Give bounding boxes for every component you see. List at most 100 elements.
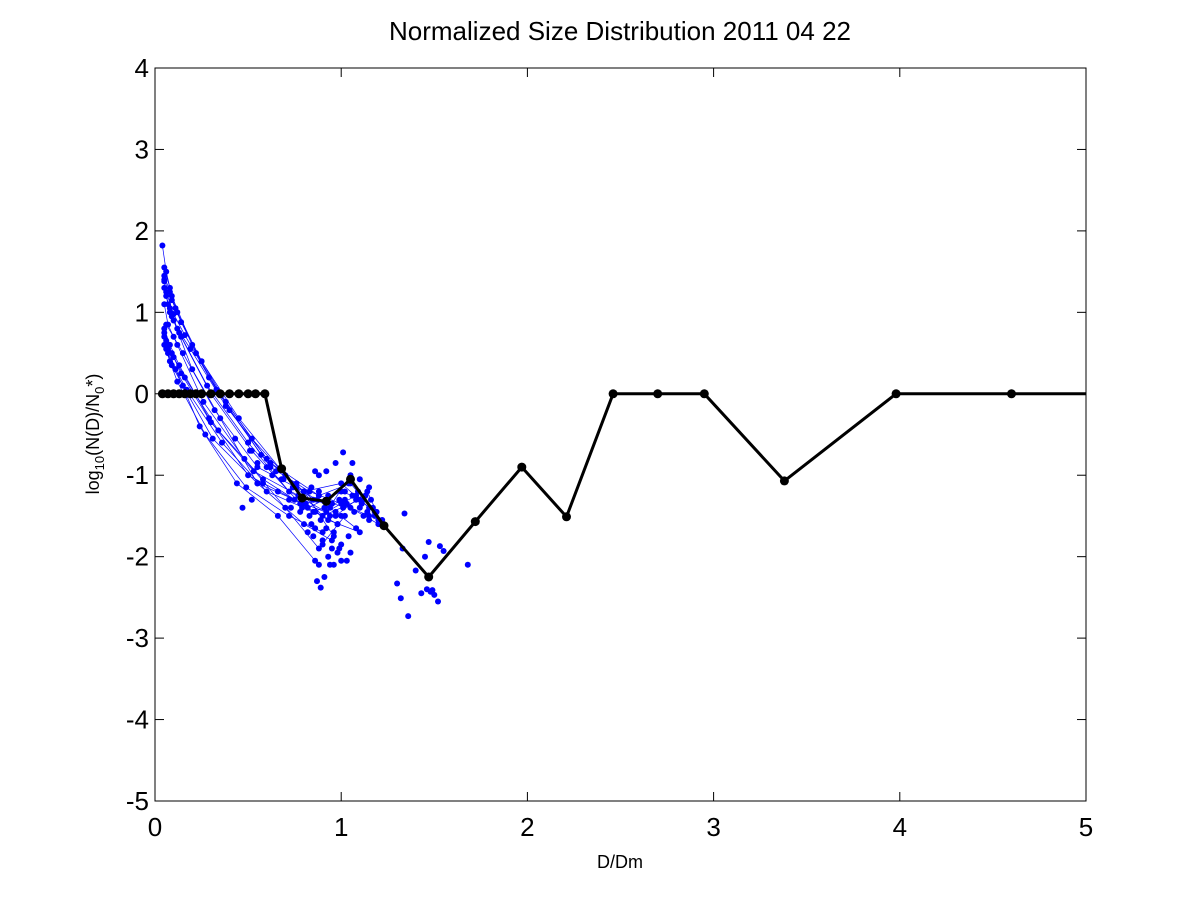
individual-series-point-11-3 bbox=[215, 427, 222, 434]
mean-series-point-24 bbox=[608, 389, 618, 399]
scatter-point-27 bbox=[340, 504, 347, 511]
mean-series-line bbox=[162, 392, 1086, 579]
individual-series-point-8-7 bbox=[356, 529, 363, 536]
individual-series-line-6 bbox=[163, 304, 346, 550]
scatter-point-71 bbox=[293, 480, 300, 487]
individual-series-point-12-6 bbox=[319, 529, 326, 536]
individual-series-point-1-0 bbox=[161, 264, 168, 271]
individual-series-point-7-3 bbox=[211, 407, 218, 414]
scatter-point-6 bbox=[286, 496, 293, 503]
y-tick-label-8: 3 bbox=[135, 134, 149, 164]
scatter-point-17 bbox=[321, 504, 328, 511]
mean-series-point-9 bbox=[215, 389, 225, 399]
scatter-point-87 bbox=[401, 510, 408, 517]
individual-series-point-0-0 bbox=[159, 242, 166, 249]
scatter-point-68 bbox=[232, 435, 239, 442]
scatter-point-86 bbox=[397, 595, 404, 602]
plot-area-frame bbox=[154, 67, 1087, 802]
plot-layer bbox=[157, 242, 1086, 620]
mean-series-point-8 bbox=[206, 389, 216, 399]
mean-series-point-10 bbox=[225, 389, 234, 399]
individual-series-point-13-4 bbox=[254, 480, 261, 487]
mean-series-point-22 bbox=[517, 462, 527, 472]
individual-series-point-13-2 bbox=[179, 382, 186, 389]
scatter-point-75 bbox=[340, 449, 347, 456]
scatter-point-28 bbox=[341, 488, 348, 495]
x-axis-label: D/Dm bbox=[597, 852, 643, 872]
scatter-point-67 bbox=[245, 439, 252, 446]
individual-series-point-13-3 bbox=[209, 435, 216, 442]
individual-series-point-7-1 bbox=[170, 333, 177, 340]
individual-series-point-2-0 bbox=[161, 272, 168, 279]
scatter-point-74 bbox=[332, 460, 339, 466]
y-tick-label-7: 2 bbox=[135, 216, 149, 246]
scatter-point-49 bbox=[328, 545, 335, 552]
individual-series-point-9-4 bbox=[233, 480, 240, 487]
scatter-point-56 bbox=[312, 525, 319, 532]
individual-series-point-9-5 bbox=[274, 512, 281, 519]
individual-series-point-6-0 bbox=[161, 301, 168, 308]
scatter-point-11 bbox=[306, 512, 313, 519]
chart-title: Normalized Size Distribution 2011 04 22 bbox=[389, 16, 851, 46]
y-axis-label-tail: *) bbox=[83, 374, 103, 387]
y-tick-label-0: -5 bbox=[126, 786, 149, 816]
individual-series-point-10-4 bbox=[250, 468, 257, 475]
individual-series-point-12-3 bbox=[202, 431, 209, 438]
individual-series-point-11-4 bbox=[260, 476, 266, 483]
mean-series-point-27 bbox=[779, 476, 789, 486]
scatter-point-47 bbox=[310, 533, 317, 540]
individual-series-point-9-6 bbox=[312, 557, 319, 564]
x-tick-label-4: 4 bbox=[893, 812, 907, 842]
scatter-point-80 bbox=[327, 561, 333, 568]
mean-series-point-17 bbox=[321, 496, 331, 506]
scatter-point-26 bbox=[338, 512, 345, 519]
individual-series-point-14-3 bbox=[219, 439, 225, 446]
scatter-point-64 bbox=[263, 464, 270, 471]
mean-series-point-7 bbox=[197, 389, 207, 399]
scatter-point-31 bbox=[349, 492, 356, 499]
scatter-point-94 bbox=[435, 598, 441, 605]
individual-series-point-17-0 bbox=[161, 276, 168, 283]
scatter-point-40 bbox=[366, 517, 373, 523]
scatter-point-96 bbox=[422, 553, 428, 560]
scatter-point-24 bbox=[334, 521, 341, 528]
individual-series-line-9 bbox=[163, 332, 316, 561]
scatter-point-88 bbox=[405, 613, 412, 620]
y-tick-label-5: 0 bbox=[135, 379, 149, 409]
x-tick-label-0: 0 bbox=[148, 812, 162, 842]
ticks-layer: 0 1 2 3 4 5 -5 -4 -3 -2 -1 0 1 2 3 4 bbox=[126, 53, 1093, 842]
mean-series-point-25 bbox=[653, 389, 663, 399]
scatter-point-0 bbox=[239, 504, 246, 511]
scatter-point-95 bbox=[425, 539, 432, 545]
y-tick-label-3: -2 bbox=[126, 542, 149, 572]
scatter-point-2 bbox=[260, 480, 266, 487]
scatter-point-1 bbox=[248, 496, 255, 503]
mean-series-point-16 bbox=[297, 493, 307, 503]
scatter-point-12 bbox=[308, 521, 315, 528]
individual-series-point-17-4 bbox=[248, 435, 255, 442]
mean-series-point-20 bbox=[424, 572, 434, 582]
individual-series-point-12-4 bbox=[243, 484, 250, 491]
y-tick-label-1: -4 bbox=[126, 705, 149, 735]
scatter-point-60 bbox=[347, 549, 354, 556]
scatter-point-37 bbox=[360, 512, 367, 519]
individual-series-point-17-3 bbox=[206, 374, 212, 381]
individual-series-point-16-4 bbox=[258, 451, 265, 458]
individual-series-point-6-6 bbox=[315, 545, 322, 552]
scatter-point-15 bbox=[315, 488, 322, 495]
individual-series-point-14-1 bbox=[172, 366, 179, 373]
individual-series-point-17-2 bbox=[178, 319, 185, 326]
scatter-point-59 bbox=[338, 557, 345, 564]
individual-series-point-1-1 bbox=[166, 284, 173, 291]
x-tick-label-5: 5 bbox=[1079, 812, 1093, 842]
individual-series-point-15-1 bbox=[174, 325, 181, 332]
scatter-point-81 bbox=[336, 545, 343, 552]
scatter-point-72 bbox=[301, 488, 307, 495]
scatter-point-73 bbox=[323, 468, 330, 475]
individual-series-point-17-7 bbox=[353, 525, 360, 532]
individual-series-point-12-5 bbox=[286, 512, 293, 519]
mean-series-point-13 bbox=[251, 389, 260, 399]
scatter-point-41 bbox=[368, 496, 374, 503]
y-axis-label: log10(N(D)/N0*) bbox=[83, 374, 107, 495]
